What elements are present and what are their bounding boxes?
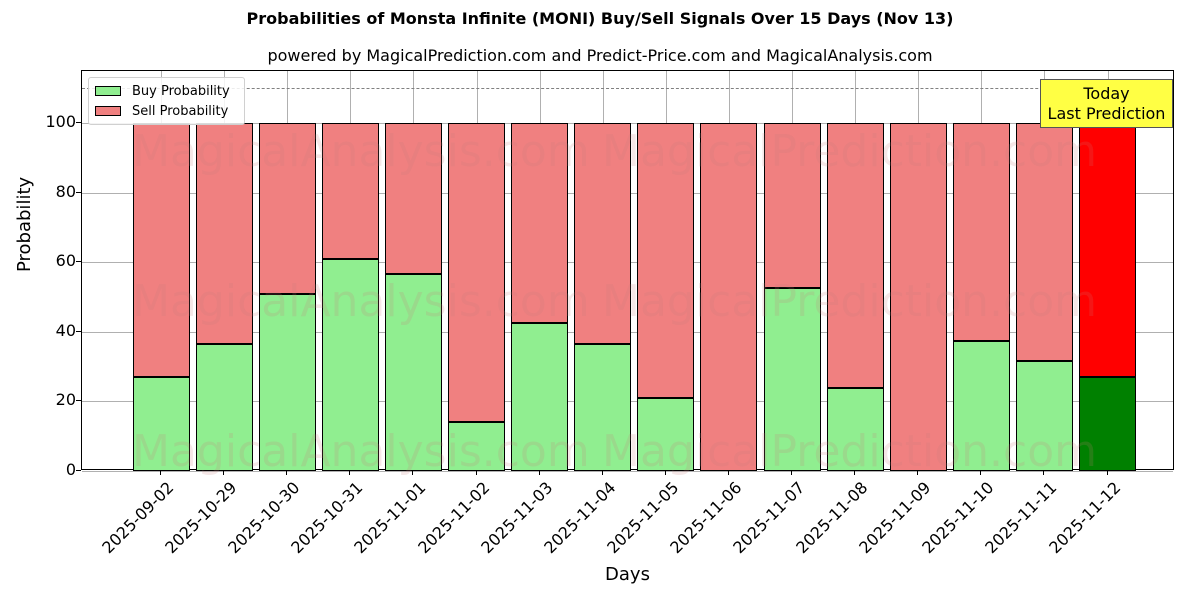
x-tick-mark [412, 470, 414, 475]
x-axis-label: Days [605, 564, 650, 585]
y-tick-mark [76, 191, 81, 193]
legend: Buy Probability Sell Probability [88, 77, 245, 125]
today-annotation: Today Last Prediction [1040, 79, 1173, 128]
reference-line [82, 88, 1173, 90]
bar-sell [637, 123, 695, 398]
x-tick-mark [664, 470, 666, 475]
legend-label-buy: Buy Probability [132, 83, 230, 99]
y-tick-mark [76, 330, 81, 332]
plot-area: MagicalAnalysis.comMagicalPrediction.com… [81, 70, 1174, 477]
bar-sell [574, 123, 632, 345]
x-tick-mark [223, 470, 225, 475]
y-tick-mark [76, 261, 81, 263]
annotation-line-1: Today [1083, 84, 1130, 103]
bar-sell [700, 123, 758, 471]
grid-line-horizontal [82, 471, 1173, 472]
legend-item-sell: Sell Probability [95, 103, 228, 119]
x-tick-mark [854, 470, 856, 475]
bar-sell [826, 123, 884, 388]
y-tick-label: 60 [55, 251, 76, 271]
x-tick-mark [917, 470, 919, 475]
chart-subtitle: powered by MagicalPrediction.com and Pre… [267, 46, 933, 65]
bar-sell [1015, 123, 1073, 362]
x-tick-mark [538, 470, 540, 475]
bar-sell [132, 123, 190, 378]
bar-buy [448, 422, 505, 471]
legend-item-buy: Buy Probability [95, 83, 230, 99]
x-tick-mark [349, 470, 351, 475]
bar-buy [195, 344, 253, 471]
bar-buy [132, 377, 190, 471]
bar-buy [763, 288, 821, 471]
x-tick-mark [727, 470, 729, 475]
y-tick-label: 80 [55, 181, 76, 201]
bar-sell [1079, 123, 1136, 378]
x-tick-mark [475, 470, 477, 475]
buy-swatch-icon [95, 86, 121, 96]
x-tick-mark [1043, 470, 1045, 475]
y-tick-label: 40 [55, 320, 76, 340]
x-tick-mark [1106, 470, 1108, 475]
x-tick-mark [791, 470, 792, 475]
bar-buy [258, 293, 316, 471]
bar-buy [826, 387, 884, 471]
bar-buy [1079, 377, 1136, 471]
x-tick-mark [980, 470, 982, 475]
bar-buy [511, 323, 569, 471]
bar-buy [952, 340, 1010, 471]
bar-buy [1015, 361, 1073, 471]
sell-swatch-icon [95, 106, 121, 116]
bar-buy [637, 397, 695, 471]
bar-sell [448, 123, 505, 423]
bar-buy [321, 258, 379, 471]
bar-buy [384, 274, 442, 471]
bar-sell [763, 123, 821, 289]
bar-buy [574, 344, 632, 471]
bar-sell [384, 123, 442, 275]
y-tick-mark [76, 122, 81, 124]
bar-sell [511, 123, 569, 324]
bar-sell [258, 123, 316, 294]
y-tick-mark [76, 400, 81, 402]
y-tick-label: 100 [45, 112, 76, 132]
annotation-line-2: Last Prediction [1047, 104, 1166, 123]
chart-title: Probabilities of Monsta Infinite (MONI) … [246, 9, 954, 28]
x-tick-mark [286, 470, 288, 475]
x-tick-mark [160, 470, 161, 475]
legend-label-sell: Sell Probability [132, 103, 229, 119]
y-axis-label: Probability [14, 176, 35, 272]
x-tick-mark [601, 470, 603, 475]
bar-sell [195, 123, 253, 345]
y-tick-label: 20 [55, 390, 76, 410]
y-tick-label: 0 [65, 460, 76, 479]
bar-sell [952, 123, 1010, 341]
y-tick-mark [76, 470, 81, 471]
bar-sell [889, 123, 947, 471]
bar-sell [321, 123, 379, 259]
